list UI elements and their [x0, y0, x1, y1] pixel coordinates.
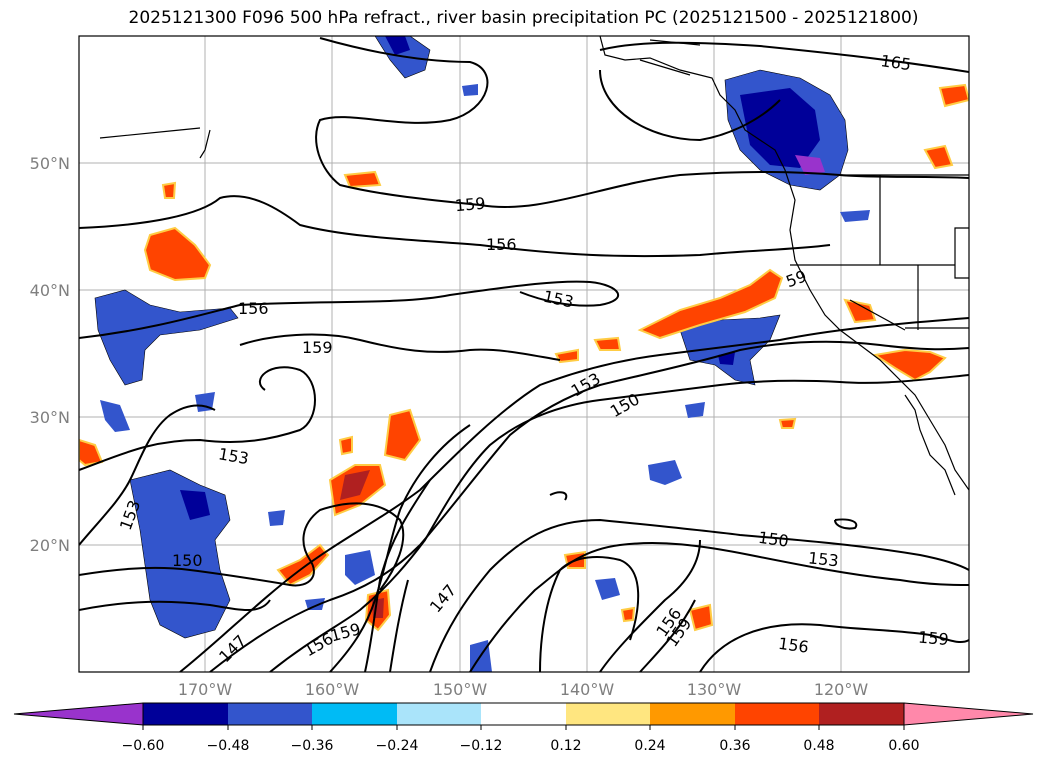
colorbar-tick-label: 0.24	[634, 738, 665, 754]
colorbar-bin	[650, 703, 735, 725]
contour-label: 159	[302, 338, 333, 357]
colorbar-bin	[228, 703, 313, 725]
contour-label: 150	[757, 528, 790, 551]
colorbar-bin	[481, 703, 566, 725]
colorbar-bin	[397, 703, 482, 725]
lon-label-140w: 140°W	[560, 680, 615, 699]
colorbar-tick-label: 0.48	[803, 738, 834, 754]
height-contours	[79, 37, 969, 672]
map-title: 2025121300 F096 500 hPa refract., river …	[128, 8, 919, 28]
contour-label: 165	[879, 51, 912, 74]
colorbar-tick-label: −0.48	[207, 738, 250, 754]
lon-label-130w: 130°W	[687, 680, 742, 699]
lat-label-50n: 50°N	[30, 154, 70, 173]
colorbar-bin	[819, 703, 904, 725]
contour-label: 153	[807, 548, 839, 570]
colorbar-tick-label: −0.24	[376, 738, 419, 754]
coastlines	[99, 36, 969, 496]
contour-label: 159	[454, 194, 486, 216]
negative-precip-areas	[94, 36, 870, 672]
colorbar-bin	[143, 703, 228, 725]
colorbar-tick-label: −0.36	[291, 738, 334, 754]
contour-label: 159	[917, 628, 949, 650]
lon-label-120w: 120°W	[814, 680, 869, 699]
lat-label-30n: 30°N	[30, 408, 70, 427]
colorbar-tick-label: −0.12	[460, 738, 503, 754]
colorbar-bin	[566, 703, 651, 725]
colorbar-bin	[735, 703, 820, 725]
contour-label: 150	[172, 551, 203, 570]
colorbar-max-extend	[903, 702, 1034, 726]
colorbar-tick-label: 0.60	[888, 738, 919, 754]
colorbar-bin	[312, 703, 397, 725]
lat-label-40n: 40°N	[30, 281, 70, 300]
colorbar-tick-label: −0.60	[122, 738, 165, 754]
colorbar-min-extend	[13, 702, 144, 726]
colorbar-frame	[142, 702, 905, 726]
longitude-labels: 170°W 160°W 150°W 140°W 130°W 120°W	[178, 680, 869, 699]
contour-label: 156	[486, 235, 517, 254]
map-frame	[78, 35, 970, 673]
latitude-labels: 50°N 40°N 30°N 20°N	[30, 154, 70, 555]
lon-label-150w: 150°W	[433, 680, 488, 699]
lat-label-20n: 20°N	[30, 536, 70, 555]
colorbar: −0.60 −0.48 −0.36 −0.24 −0.12 0.12 0.24 …	[13, 702, 1034, 754]
lon-label-170w: 170°W	[178, 680, 233, 699]
colorbar-tick-label: 0.12	[550, 738, 581, 754]
contour-label: 156	[238, 299, 269, 318]
contour-label: 156	[777, 634, 810, 657]
lon-label-160w: 160°W	[305, 680, 360, 699]
positive-precip-areas	[79, 83, 969, 632]
colorbar-tick-label: 0.36	[719, 738, 750, 754]
